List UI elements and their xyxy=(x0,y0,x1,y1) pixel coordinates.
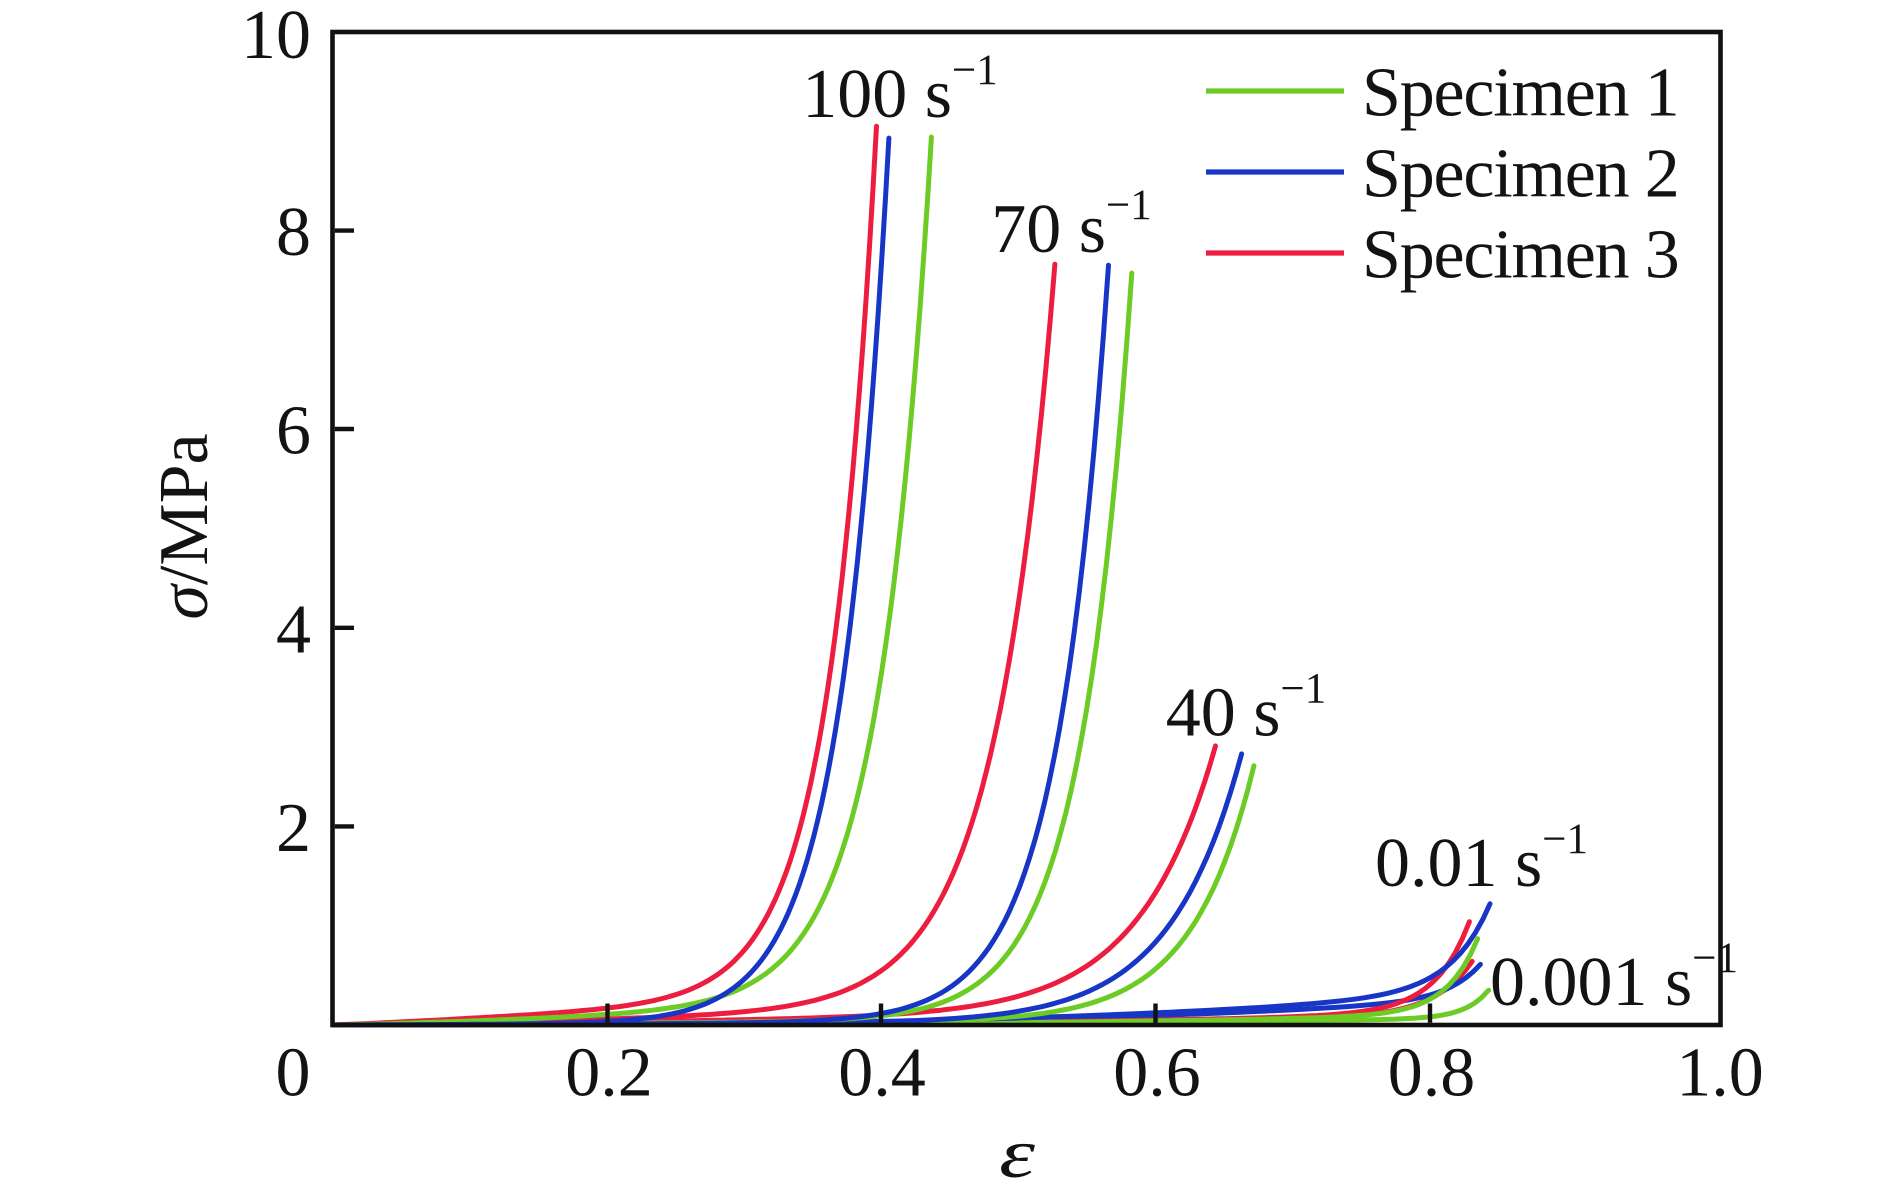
svg-text:4: 4 xyxy=(276,591,311,668)
svg-text:Specimen 3: Specimen 3 xyxy=(1362,217,1679,294)
svg-text:8: 8 xyxy=(276,194,311,271)
svg-text:10: 10 xyxy=(241,0,311,74)
svg-text:Specimen 2: Specimen 2 xyxy=(1362,136,1679,213)
svg-text:σ/MPa: σ/MPa xyxy=(146,433,223,619)
svg-text:2: 2 xyxy=(276,790,311,867)
svg-text:0: 0 xyxy=(276,1035,311,1112)
svg-text:0.4: 0.4 xyxy=(838,1035,926,1112)
svg-text:6: 6 xyxy=(276,393,311,470)
svg-text:ε: ε xyxy=(999,1115,1035,1190)
svg-text:Specimen 1: Specimen 1 xyxy=(1362,55,1679,132)
svg-text:1.0: 1.0 xyxy=(1676,1035,1764,1112)
svg-text:0.2: 0.2 xyxy=(565,1035,653,1112)
svg-text:0.6: 0.6 xyxy=(1113,1035,1201,1112)
svg-text:0.8: 0.8 xyxy=(1388,1035,1476,1112)
